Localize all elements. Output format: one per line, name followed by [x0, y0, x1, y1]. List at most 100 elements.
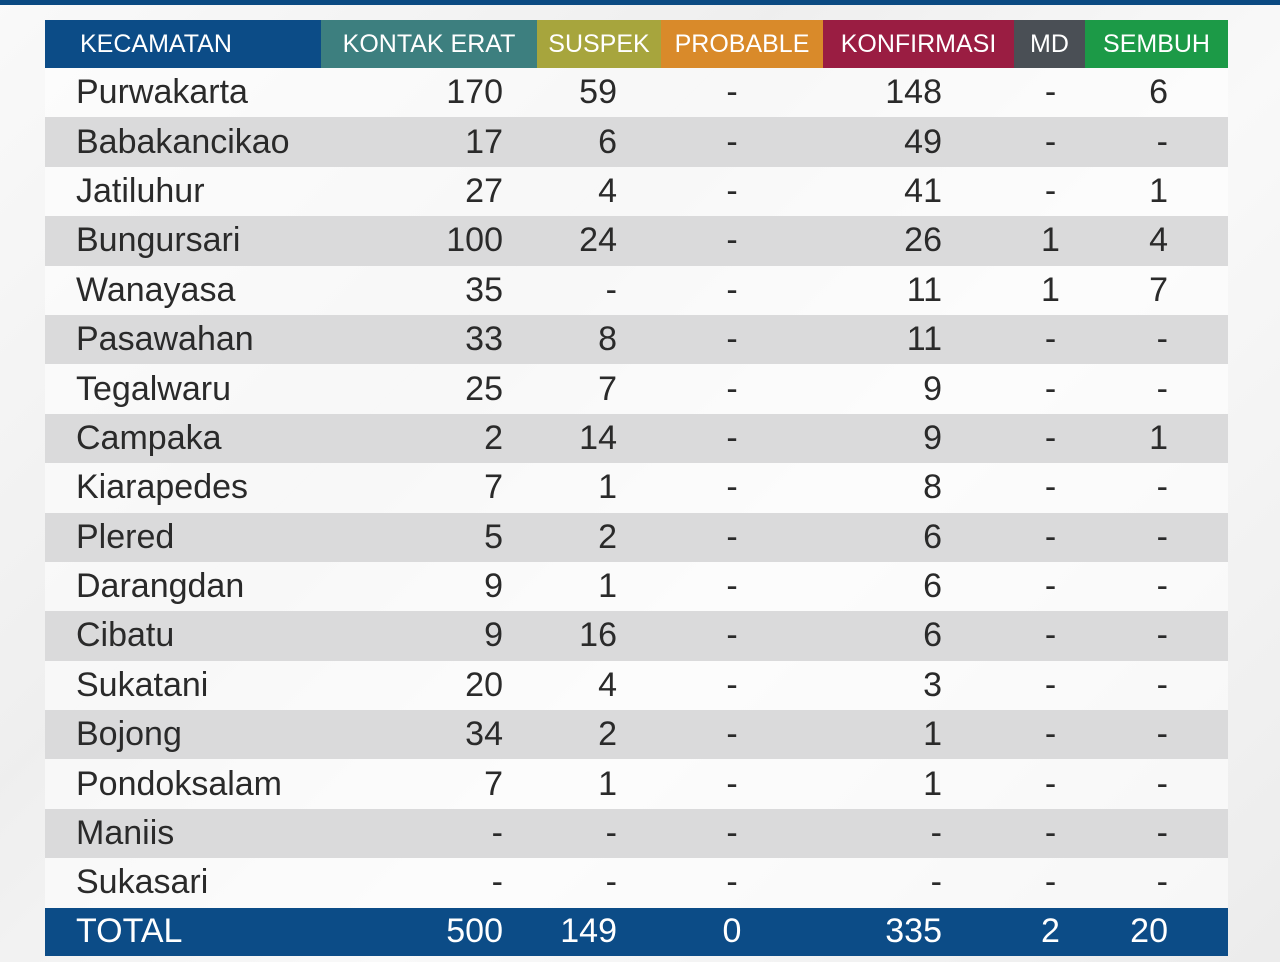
cell-sembuh: -	[1085, 314, 1228, 365]
cell-sembuh: -	[1085, 759, 1228, 809]
cell-kontak-erat: 100	[321, 216, 537, 266]
cell-probable: -	[661, 808, 823, 859]
cell-md: 1	[1014, 216, 1085, 266]
cell-md: -	[1014, 759, 1085, 809]
cell-kecamatan: Darangdan	[45, 561, 321, 612]
cell-suspek: 16	[537, 611, 661, 661]
cell-suspek: 6	[537, 117, 661, 167]
table-row: Babakancikao 17 6-49- -	[45, 117, 1228, 167]
cell-md: -	[1014, 808, 1085, 859]
cell-sembuh: -	[1085, 710, 1228, 760]
cell-md: -	[1014, 364, 1085, 414]
cell-konfirmasi: 49	[823, 117, 1014, 167]
header-probable: PROBABLE	[661, 20, 823, 68]
table-row: Plered 5 2-6- -	[45, 512, 1228, 562]
cell-kontak-erat: 9	[321, 561, 537, 612]
cell-kontak-erat: 33	[321, 314, 537, 365]
cell-kecamatan: Sukasari	[45, 858, 321, 908]
cell-konfirmasi: 11	[823, 265, 1014, 315]
cell-probable: -	[661, 265, 823, 315]
total-suspek: 149	[537, 907, 661, 956]
table-row: Tegalwaru 25 7-9- -	[45, 364, 1228, 414]
cell-probable: -	[661, 314, 823, 365]
cell-md: -	[1014, 413, 1085, 464]
cell-sembuh: -	[1085, 561, 1228, 612]
cell-md: -	[1014, 117, 1085, 167]
cell-konfirmasi: 1	[823, 710, 1014, 760]
cell-md: -	[1014, 611, 1085, 661]
cell-md: -	[1014, 561, 1085, 612]
cell-suspek: 7	[537, 364, 661, 414]
cell-konfirmasi: 6	[823, 561, 1014, 612]
table-row: Kiarapedes 7 1-8- -	[45, 463, 1228, 513]
cell-probable: -	[661, 68, 823, 118]
cell-sembuh: 7	[1085, 265, 1228, 315]
cell-probable: -	[661, 463, 823, 513]
table-row: Sukatani 20 4-3- -	[45, 660, 1228, 711]
header-md: MD	[1014, 20, 1085, 68]
cell-konfirmasi: 148	[823, 68, 1014, 118]
table-row: Bojong 34 2-1- -	[45, 710, 1228, 760]
cell-suspek: 1	[537, 561, 661, 612]
cell-konfirmasi: 6	[823, 611, 1014, 661]
cell-sembuh: -	[1085, 364, 1228, 414]
cell-probable: -	[661, 166, 823, 217]
total-konfirmasi: 335	[823, 907, 1014, 956]
covid-data-table: KECAMATAN KONTAK ERAT SUSPEK PROBABLE KO…	[45, 20, 1228, 956]
cell-kontak-erat: 35	[321, 265, 537, 315]
cell-kontak-erat: 170	[321, 68, 537, 118]
cell-kontak-erat: 17	[321, 117, 537, 167]
cell-kecamatan: Bungursari	[45, 216, 321, 266]
cell-suspek: 14	[537, 413, 661, 464]
cell-suspek: -	[537, 858, 661, 908]
cell-konfirmasi: 8	[823, 463, 1014, 513]
cell-kontak-erat: 20	[321, 660, 537, 711]
cell-probable: -	[661, 561, 823, 612]
cell-kecamatan: Pasawahan	[45, 314, 321, 365]
cell-sembuh: 4	[1085, 216, 1228, 266]
total-row: TOTAL 500 149 0 335 2 20	[45, 907, 1228, 956]
cell-suspek: 4	[537, 660, 661, 711]
cell-sembuh: -	[1085, 117, 1228, 167]
table-row: Wanayasa 35- -11 1 7	[45, 265, 1228, 315]
cell-kecamatan: Jatiluhur	[45, 166, 321, 217]
cell-probable: -	[661, 759, 823, 809]
cell-md: -	[1014, 463, 1085, 513]
covid-data-table-container: KECAMATAN KONTAK ERAT SUSPEK PROBABLE KO…	[45, 20, 1228, 956]
cell-sembuh: 1	[1085, 166, 1228, 217]
table-row: Bungursari 100 24-26 1 4	[45, 216, 1228, 266]
table-body: Purwakarta 170 59-148-6 Babakancikao 17 6-49-…	[45, 68, 1228, 908]
cell-konfirmasi: 9	[823, 413, 1014, 464]
cell-kecamatan: Sukatani	[45, 660, 321, 711]
cell-kecamatan: Pondoksalam	[45, 759, 321, 809]
cell-md: -	[1014, 512, 1085, 562]
cell-probable: -	[661, 413, 823, 464]
header-row: KECAMATAN KONTAK ERAT SUSPEK PROBABLE KO…	[45, 20, 1228, 68]
cell-kontak-erat: 2	[321, 413, 537, 464]
cell-probable: -	[661, 660, 823, 711]
table-row: Darangdan 9 1-6- -	[45, 561, 1228, 612]
cell-suspek: -	[537, 808, 661, 859]
cell-probable: -	[661, 710, 823, 760]
cell-probable: -	[661, 216, 823, 266]
top-accent-bar	[0, 0, 1280, 5]
cell-sembuh: -	[1085, 660, 1228, 711]
cell-suspek: 2	[537, 512, 661, 562]
cell-sembuh: -	[1085, 611, 1228, 661]
cell-suspek: 1	[537, 759, 661, 809]
total-sembuh: 20	[1085, 907, 1228, 956]
cell-konfirmasi: 41	[823, 166, 1014, 217]
cell-md: -	[1014, 166, 1085, 217]
cell-suspek: 2	[537, 710, 661, 760]
total-label: TOTAL	[45, 907, 321, 956]
cell-kecamatan: Wanayasa	[45, 265, 321, 315]
cell-probable: -	[661, 117, 823, 167]
cell-kontak-erat: -	[321, 858, 537, 908]
cell-suspek: 1	[537, 463, 661, 513]
cell-sembuh: 1	[1085, 413, 1228, 464]
header-kontak-erat: KONTAK ERAT	[321, 20, 537, 68]
table-row: Pondoksalam 7 1-1- -	[45, 759, 1228, 809]
header-konfirmasi: KONFIRMASI	[823, 20, 1014, 68]
cell-kecamatan: Maniis	[45, 808, 321, 859]
cell-kontak-erat: 5	[321, 512, 537, 562]
